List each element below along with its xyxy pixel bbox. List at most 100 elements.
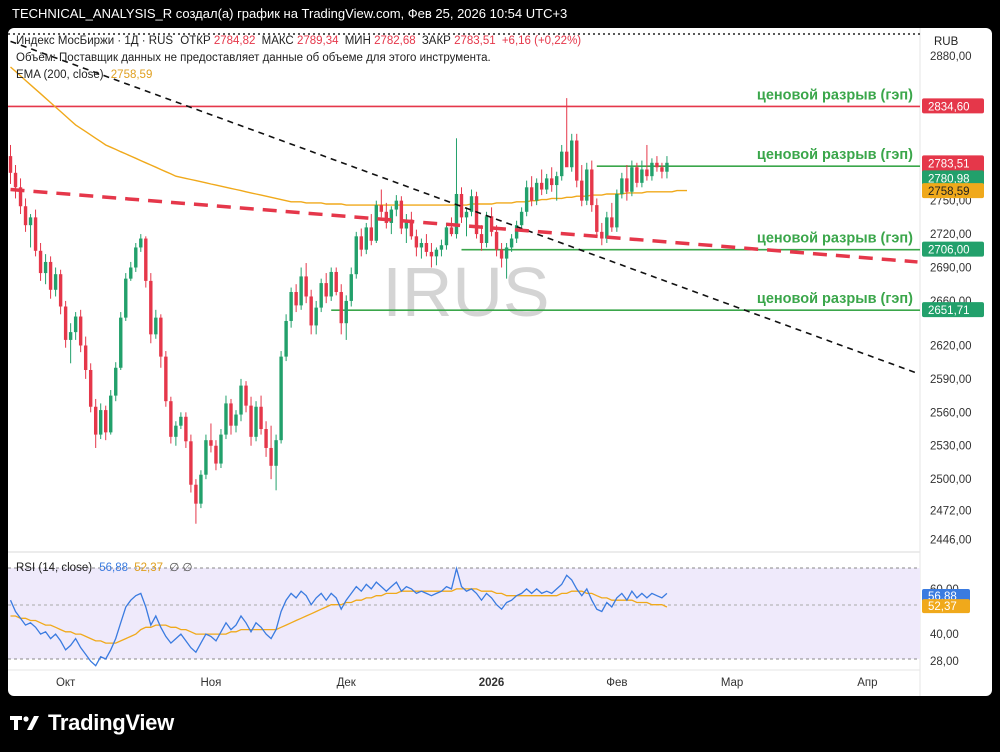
candle-body [329, 271, 333, 297]
candle [349, 267, 353, 307]
price-label: 2834,60 [922, 98, 984, 114]
legend-ema-label: EMA (200, close) [16, 69, 104, 81]
y-tick-label: 2446,00 [930, 534, 972, 546]
candle [595, 198, 599, 237]
candle-body [570, 140, 574, 168]
candle-body [144, 238, 148, 281]
candle-body [354, 236, 358, 275]
candle-body [119, 317, 123, 368]
candle-body [139, 238, 143, 248]
candle [484, 211, 489, 248]
candle-body [179, 416, 183, 426]
candle-body [8, 156, 13, 173]
candle [33, 209, 38, 257]
candle [119, 312, 123, 370]
candle-body [68, 332, 73, 340]
candle-body [544, 178, 549, 190]
candle [635, 162, 639, 188]
legend-open-label: ОТКР [180, 35, 211, 47]
price-label: 2780,98 [922, 170, 984, 186]
candle [169, 396, 173, 444]
candle-body [379, 205, 384, 212]
candle [329, 267, 333, 301]
price-label-bg [922, 183, 984, 199]
candle-body [229, 403, 233, 426]
trendline-dashed-red[interactable] [10, 187, 918, 264]
candle [93, 398, 98, 448]
candle-body [590, 169, 594, 206]
candle-body [299, 276, 303, 306]
candle-body [289, 292, 293, 321]
candle [580, 165, 584, 207]
footer-brand: TradingView [48, 710, 174, 735]
gap-lines-group [8, 105, 920, 311]
candle [404, 214, 409, 243]
candle-body [204, 440, 208, 475]
candle-body [63, 306, 68, 340]
candle [8, 144, 13, 184]
y-tick-label: 2530,00 [930, 441, 972, 453]
candle [469, 189, 474, 217]
candle-body [439, 245, 444, 250]
candle-body [334, 271, 338, 293]
candle-body [605, 217, 609, 239]
currency-label[interactable]: RUB [934, 36, 959, 48]
candle [509, 234, 514, 252]
trendline-dashed-black[interactable] [10, 40, 918, 375]
candle [319, 278, 323, 313]
candle-body [364, 227, 368, 250]
price-label-bg [922, 170, 984, 186]
candle [600, 222, 604, 246]
candle-body [404, 219, 409, 229]
candle-body [199, 474, 203, 504]
gap-annotation-text[interactable]: ценовой разрыв (гэп) [757, 87, 913, 103]
candle [570, 133, 574, 172]
candle [499, 242, 504, 268]
y-tick-label: 2620,00 [930, 340, 972, 352]
rsi-label-text: 52,37 [928, 601, 957, 613]
candle [174, 421, 178, 446]
gap-annotation-text[interactable]: ценовой разрыв (гэп) [757, 147, 913, 163]
candle-body [645, 169, 649, 177]
candle [204, 434, 208, 480]
candle-body [269, 447, 273, 466]
candle-body [640, 169, 644, 183]
legend-rsi-label: RSI (14, close) [16, 562, 92, 574]
candle-body [524, 187, 529, 212]
candle [434, 247, 439, 266]
candle-body [48, 261, 53, 290]
candle [439, 239, 444, 257]
candle [159, 314, 163, 368]
candle [585, 162, 589, 206]
candle [565, 98, 569, 168]
candle [554, 171, 559, 201]
candle [229, 398, 233, 435]
candle [189, 434, 193, 493]
rsi-tick-label: 40,00 [930, 629, 959, 641]
trendlines-group [10, 40, 918, 375]
gap-annotation-text[interactable]: ценовой разрыв (гэп) [757, 291, 913, 307]
candle [474, 191, 479, 239]
candle-body [424, 242, 429, 252]
candle-body [600, 231, 604, 239]
candle [309, 289, 313, 335]
price-label-text: 2834,60 [928, 101, 970, 113]
candle-body [650, 162, 654, 177]
candle-body [83, 345, 88, 370]
y-tick-label: 2500,00 [930, 474, 972, 486]
time-axis-group: Окт Ноя Дек 2026 Фев Мар Апр [56, 677, 878, 689]
candle [314, 300, 318, 335]
candle-body [209, 440, 213, 446]
gap-annotation-text[interactable]: ценовой разрыв (гэп) [757, 231, 913, 247]
candle [179, 412, 183, 430]
candle [209, 423, 213, 453]
rsi-line [9, 566, 668, 667]
candle [494, 225, 499, 257]
candle-body [324, 283, 328, 297]
y-tick-label: 2472,00 [930, 505, 972, 517]
chart-panel[interactable]: IRUS 2880,00 2750,00 2720,00 2690,00 2660,00… [8, 28, 992, 696]
candle-body [73, 316, 78, 333]
candle-body [259, 406, 263, 430]
legend-close-label: ЗАКР [422, 35, 451, 47]
chart-svg[interactable]: IRUS 2880,002750,002720,002690,002660,00… [8, 28, 992, 696]
